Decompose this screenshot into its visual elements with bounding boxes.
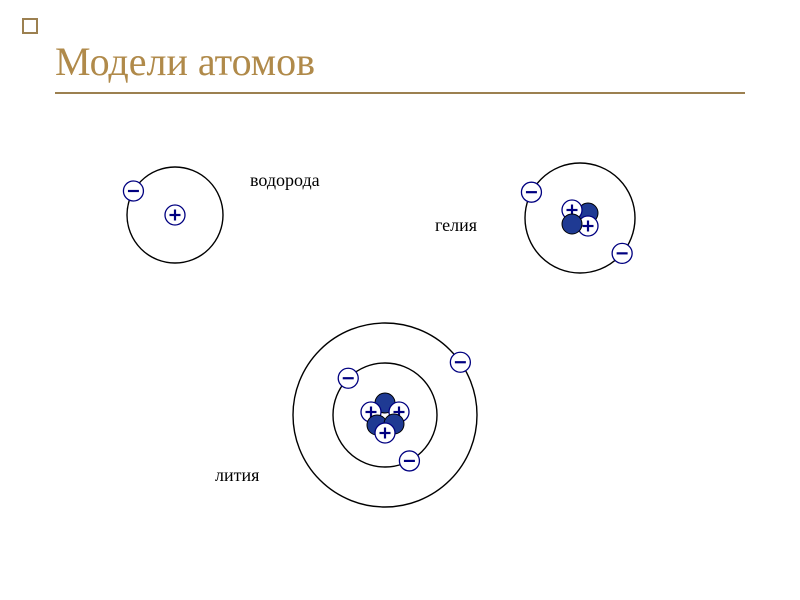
slide-title: Модели атомов xyxy=(55,38,315,85)
corner-ornament xyxy=(22,18,38,34)
label-hydrogen: водорода xyxy=(250,170,320,191)
title-underline xyxy=(55,92,745,94)
label-lithium: лития xyxy=(215,465,259,486)
atoms-diagram xyxy=(0,0,800,600)
label-helium: гелия xyxy=(435,215,477,236)
slide-root: Модели атомов водорода гелия лития xyxy=(0,0,800,600)
